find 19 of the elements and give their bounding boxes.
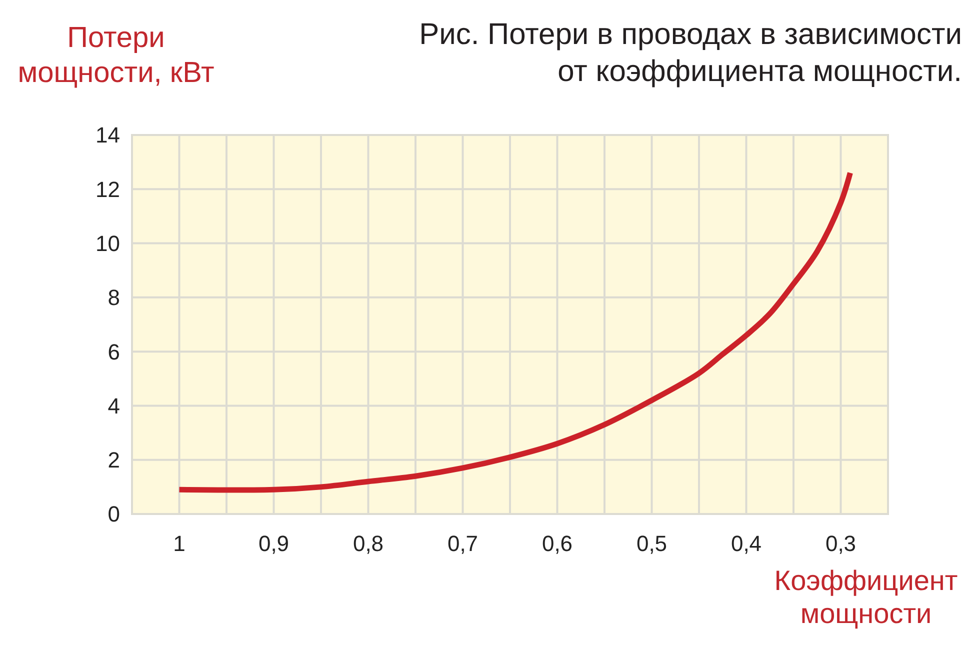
- y-tick-label: 8: [108, 285, 120, 310]
- y-tick-label: 4: [108, 393, 120, 418]
- x-tick-label: 0,3: [825, 531, 856, 556]
- x-tick-label: 0,6: [542, 531, 573, 556]
- y-tick-label: 14: [96, 122, 120, 148]
- x-axis-title: Коэффициент мощности: [774, 565, 958, 629]
- y-tick-label: 2: [108, 448, 120, 473]
- x-tick-label: 0,5: [636, 531, 668, 556]
- x-tick-label: 0,8: [352, 531, 384, 556]
- y-tick-label: 12: [96, 176, 120, 202]
- x-tick-label: 0,7: [447, 531, 478, 556]
- y-tick-label: 10: [96, 230, 120, 256]
- chart-title: Рис. Потери в проводах в зависимости от коэффициента мощности.: [419, 18, 962, 88]
- y-axis-title: Потери мощности, кВт: [18, 22, 214, 89]
- x-tick-label: 1: [173, 531, 186, 556]
- y-tick-label: 6: [108, 339, 120, 364]
- x-tick-label: 0,4: [730, 531, 762, 556]
- y-tick-label: 0: [108, 502, 120, 527]
- x-tick-label: 0,9: [258, 531, 290, 556]
